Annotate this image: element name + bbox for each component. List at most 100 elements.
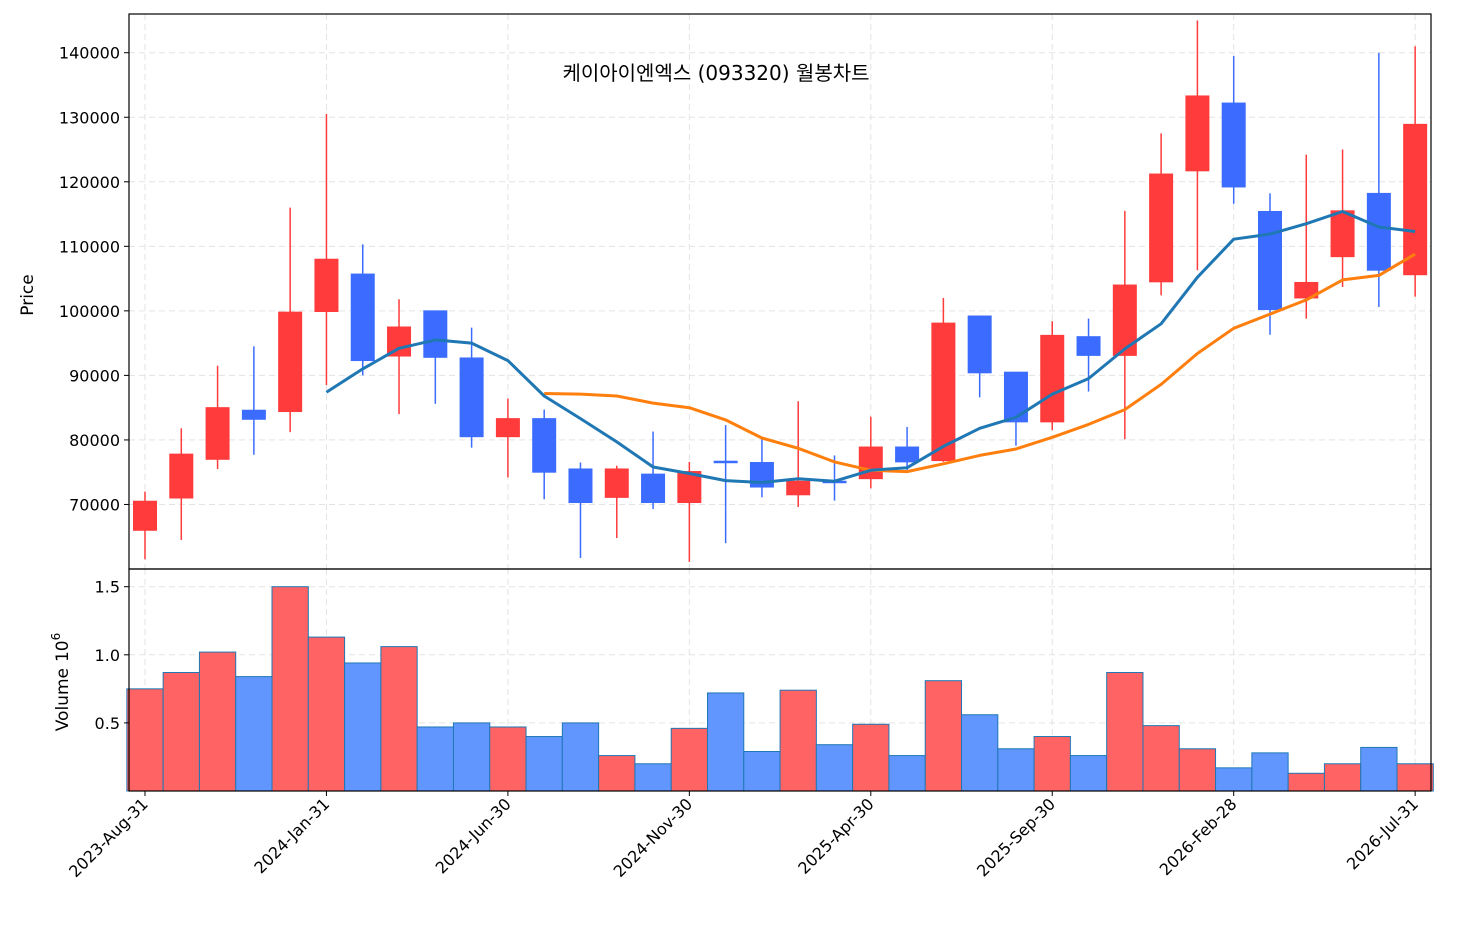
candles xyxy=(133,20,1428,562)
candle-body xyxy=(1257,210,1282,311)
candle-body xyxy=(423,310,448,358)
candle-body xyxy=(931,322,956,462)
volume-bar xyxy=(126,688,164,792)
volume-bar xyxy=(1178,748,1217,792)
ma-long-line xyxy=(544,252,1416,474)
candle-body xyxy=(459,357,484,438)
candle-body xyxy=(604,468,629,498)
candle-body xyxy=(1366,192,1391,271)
candle-body xyxy=(169,453,194,499)
volume-bar xyxy=(416,726,454,792)
volume-bar xyxy=(380,646,418,792)
candle-body xyxy=(1294,281,1319,299)
volume-bar xyxy=(779,689,817,792)
volume-tick-label: 1.5 xyxy=(95,578,120,597)
candle-body xyxy=(1112,284,1137,356)
volume-bar xyxy=(598,755,636,792)
x-tick-label: 2026-Feb-28 xyxy=(1156,794,1241,879)
price-tick-label: 100000 xyxy=(59,302,120,321)
price-tick-label: 120000 xyxy=(59,173,120,192)
candle-body xyxy=(677,471,702,504)
volume-bar xyxy=(1251,752,1289,792)
x-tick-label: 2024-Jun-30 xyxy=(432,794,515,877)
candle-body xyxy=(895,446,920,463)
volume-tick-label: 1.0 xyxy=(95,646,120,665)
volume-axis-exponent-base: 10 xyxy=(53,640,73,662)
volume-bar xyxy=(1215,767,1253,792)
volume-bar xyxy=(924,680,963,792)
candle-body xyxy=(1221,102,1246,188)
volume-panel-frame xyxy=(128,568,1432,792)
volume-bars xyxy=(126,586,1434,792)
candle-body xyxy=(205,407,230,460)
candle-body xyxy=(350,273,375,362)
moving-averages xyxy=(325,210,1416,484)
volume-axis-label: Volume 106 xyxy=(49,633,73,732)
candle-body xyxy=(495,418,520,438)
x-tick-label: 2024-Jan-31 xyxy=(250,794,333,877)
chart-title: 케이아이엔엑스 (093320) 월봉차트 xyxy=(562,61,869,85)
volume-bar xyxy=(307,636,346,792)
volume-bar xyxy=(1106,672,1144,792)
volume-bar xyxy=(1323,763,1362,792)
volume-bar xyxy=(1069,755,1108,792)
x-tick-label: 2025-Sep-30 xyxy=(973,794,1059,880)
candle-body xyxy=(532,418,557,473)
volume-bar xyxy=(1287,772,1325,792)
candle-body xyxy=(1185,95,1210,172)
volume-tick-label: 0.5 xyxy=(95,714,120,733)
price-tick-label: 140000 xyxy=(59,44,120,63)
volume-bar xyxy=(706,692,745,792)
volume-bar xyxy=(888,755,926,792)
candle-body xyxy=(786,480,811,496)
volume-bar xyxy=(852,723,890,792)
volume-bar xyxy=(344,662,382,792)
volume-bar xyxy=(489,726,527,792)
price-tick-label: 90000 xyxy=(69,366,120,385)
price-axis-label: Price xyxy=(18,274,38,315)
candle-body xyxy=(713,460,738,464)
candle-body xyxy=(241,409,266,420)
candle-body xyxy=(1040,334,1065,423)
candle-body xyxy=(278,311,303,413)
price-tick-label: 70000 xyxy=(69,495,120,514)
volume-bar xyxy=(1360,746,1398,792)
candle-body xyxy=(1403,123,1428,276)
volume-bar xyxy=(198,651,237,792)
volume-bar xyxy=(743,751,781,792)
price-tick-label: 130000 xyxy=(59,108,120,127)
volume-bar xyxy=(1033,736,1071,792)
volume-bar xyxy=(525,736,563,792)
candle-body xyxy=(1003,371,1028,423)
ma-short-line xyxy=(325,210,1416,484)
price-tick-label: 80000 xyxy=(69,431,120,450)
volume-bar xyxy=(815,744,854,792)
volume-bar xyxy=(1142,725,1180,792)
candle-body xyxy=(133,500,157,531)
x-tick-label: 2024-Nov-30 xyxy=(610,794,697,881)
volume-bar xyxy=(1396,763,1434,792)
volume-bar xyxy=(961,714,999,792)
x-tick-label: 2023-Aug-31 xyxy=(65,794,152,881)
volume-bar xyxy=(634,763,672,792)
candle-body xyxy=(1076,336,1101,356)
candle-body xyxy=(641,473,666,504)
volume-bar xyxy=(162,672,200,792)
x-tick-label: 2026-Jul-31 xyxy=(1343,794,1422,873)
volume-axis-exponent: 6 xyxy=(49,633,63,641)
volume-bar xyxy=(235,676,273,792)
volume-bar xyxy=(561,722,600,792)
candle-body xyxy=(967,315,992,374)
candle-body xyxy=(314,258,339,313)
price-tick-label: 110000 xyxy=(59,237,120,256)
volume-bar xyxy=(997,748,1035,792)
candle-body xyxy=(1330,210,1355,258)
candle-body xyxy=(387,326,412,357)
volume-axis-label-text: Volume xyxy=(53,668,73,731)
volume-bar xyxy=(670,727,708,792)
candle-body xyxy=(568,468,593,504)
x-tick-label: 2025-Apr-30 xyxy=(794,794,877,877)
volume-bar xyxy=(271,586,309,792)
